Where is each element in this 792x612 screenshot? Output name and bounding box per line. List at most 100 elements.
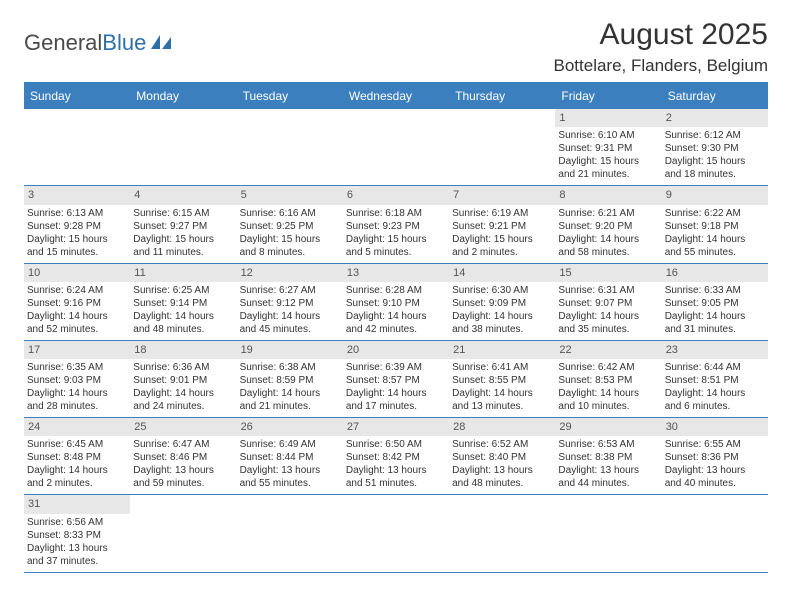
day-line: and 11 minutes.: [133, 246, 233, 259]
day-line: Daylight: 15 hours: [558, 155, 658, 168]
calendar: Sunday Monday Tuesday Wednesday Thursday…: [24, 82, 768, 573]
day-body: Sunrise: 6:13 AMSunset: 9:28 PMDaylight:…: [24, 205, 130, 263]
day-line: Daylight: 14 hours: [27, 387, 127, 400]
day-line: Sunset: 9:30 PM: [665, 142, 765, 155]
day-line: and 13 minutes.: [452, 400, 552, 413]
day-number: 18: [130, 341, 236, 359]
day-line: and 10 minutes.: [558, 400, 658, 413]
day-cell: 26Sunrise: 6:49 AMSunset: 8:44 PMDayligh…: [237, 418, 343, 494]
day-line: Daylight: 13 hours: [346, 464, 446, 477]
day-line: Sunrise: 6:12 AM: [665, 129, 765, 142]
day-body: Sunrise: 6:55 AMSunset: 8:36 PMDaylight:…: [662, 436, 768, 494]
day-line: and 15 minutes.: [27, 246, 127, 259]
day-number: 11: [130, 264, 236, 282]
day-line: Sunset: 8:44 PM: [240, 451, 340, 464]
day-line: Daylight: 15 hours: [665, 155, 765, 168]
day-line: Sunrise: 6:36 AM: [133, 361, 233, 374]
day-number: 21: [449, 341, 555, 359]
day-line: Sunset: 9:07 PM: [558, 297, 658, 310]
day-line: Daylight: 15 hours: [133, 233, 233, 246]
day-number: 5: [237, 186, 343, 204]
week-row: 31Sunrise: 6:56 AMSunset: 8:33 PMDayligh…: [24, 495, 768, 572]
day-cell: 6Sunrise: 6:18 AMSunset: 9:23 PMDaylight…: [343, 186, 449, 262]
day-body: Sunrise: 6:28 AMSunset: 9:10 PMDaylight:…: [343, 282, 449, 340]
day-number: 29: [555, 418, 661, 436]
day-line: Sunset: 8:57 PM: [346, 374, 446, 387]
day-number: 1: [555, 109, 661, 127]
day-line: Sunrise: 6:41 AM: [452, 361, 552, 374]
day-line: and 8 minutes.: [240, 246, 340, 259]
day-line: Sunset: 9:12 PM: [240, 297, 340, 310]
day-body: Sunrise: 6:36 AMSunset: 9:01 PMDaylight:…: [130, 359, 236, 417]
day-line: Sunrise: 6:24 AM: [27, 284, 127, 297]
day-number: 9: [662, 186, 768, 204]
day-body: Sunrise: 6:15 AMSunset: 9:27 PMDaylight:…: [130, 205, 236, 263]
day-number: 23: [662, 341, 768, 359]
day-body: Sunrise: 6:47 AMSunset: 8:46 PMDaylight:…: [130, 436, 236, 494]
day-body: Sunrise: 6:22 AMSunset: 9:18 PMDaylight:…: [662, 205, 768, 263]
week-row: 17Sunrise: 6:35 AMSunset: 9:03 PMDayligh…: [24, 341, 768, 418]
day-body: Sunrise: 6:24 AMSunset: 9:16 PMDaylight:…: [24, 282, 130, 340]
day-line: and 6 minutes.: [665, 400, 765, 413]
day-line: and 38 minutes.: [452, 323, 552, 336]
day-line: Daylight: 13 hours: [558, 464, 658, 477]
day-line: and 48 minutes.: [133, 323, 233, 336]
day-line: Sunrise: 6:19 AM: [452, 207, 552, 220]
day-line: and 40 minutes.: [665, 477, 765, 490]
day-line: Sunrise: 6:30 AM: [452, 284, 552, 297]
day-cell: 18Sunrise: 6:36 AMSunset: 9:01 PMDayligh…: [130, 341, 236, 417]
header: GeneralBlue August 2025 Bottelare, Fland…: [24, 18, 768, 76]
day-line: and 35 minutes.: [558, 323, 658, 336]
day-number: 22: [555, 341, 661, 359]
dow-sat: Saturday: [662, 84, 768, 109]
logo: GeneralBlue: [24, 30, 173, 56]
day-number: 10: [24, 264, 130, 282]
day-line: Sunset: 9:05 PM: [665, 297, 765, 310]
day-body: Sunrise: 6:38 AMSunset: 8:59 PMDaylight:…: [237, 359, 343, 417]
day-line: Sunset: 8:51 PM: [665, 374, 765, 387]
day-line: Daylight: 14 hours: [27, 310, 127, 323]
day-line: Sunrise: 6:45 AM: [27, 438, 127, 451]
day-body: Sunrise: 6:52 AMSunset: 8:40 PMDaylight:…: [449, 436, 555, 494]
day-line: Sunset: 8:59 PM: [240, 374, 340, 387]
day-number: 14: [449, 264, 555, 282]
day-line: and 58 minutes.: [558, 246, 658, 259]
day-cell: 13Sunrise: 6:28 AMSunset: 9:10 PMDayligh…: [343, 264, 449, 340]
day-line: Sunset: 9:01 PM: [133, 374, 233, 387]
day-cell: 15Sunrise: 6:31 AMSunset: 9:07 PMDayligh…: [555, 264, 661, 340]
day-line: and 21 minutes.: [240, 400, 340, 413]
day-line: Sunrise: 6:10 AM: [558, 129, 658, 142]
day-line: Sunset: 9:18 PM: [665, 220, 765, 233]
week-row: 3Sunrise: 6:13 AMSunset: 9:28 PMDaylight…: [24, 186, 768, 263]
empty-cell: [662, 495, 768, 571]
day-body: Sunrise: 6:30 AMSunset: 9:09 PMDaylight:…: [449, 282, 555, 340]
day-number: 12: [237, 264, 343, 282]
day-line: Daylight: 14 hours: [240, 387, 340, 400]
empty-cell: [449, 495, 555, 571]
empty-cell: [130, 109, 236, 185]
day-line: and 48 minutes.: [452, 477, 552, 490]
day-line: Sunrise: 6:52 AM: [452, 438, 552, 451]
day-number: 24: [24, 418, 130, 436]
day-line: Daylight: 13 hours: [27, 542, 127, 555]
day-line: Sunset: 9:27 PM: [133, 220, 233, 233]
day-line: Daylight: 14 hours: [558, 310, 658, 323]
day-body: Sunrise: 6:10 AMSunset: 9:31 PMDaylight:…: [555, 127, 661, 185]
day-cell: 19Sunrise: 6:38 AMSunset: 8:59 PMDayligh…: [237, 341, 343, 417]
day-body: Sunrise: 6:33 AMSunset: 9:05 PMDaylight:…: [662, 282, 768, 340]
day-cell: 16Sunrise: 6:33 AMSunset: 9:05 PMDayligh…: [662, 264, 768, 340]
day-line: Sunset: 9:09 PM: [452, 297, 552, 310]
dow-thu: Thursday: [449, 84, 555, 109]
day-cell: 28Sunrise: 6:52 AMSunset: 8:40 PMDayligh…: [449, 418, 555, 494]
day-body: Sunrise: 6:44 AMSunset: 8:51 PMDaylight:…: [662, 359, 768, 417]
day-body: Sunrise: 6:21 AMSunset: 9:20 PMDaylight:…: [555, 205, 661, 263]
dow-row: Sunday Monday Tuesday Wednesday Thursday…: [24, 84, 768, 109]
day-line: Sunrise: 6:18 AM: [346, 207, 446, 220]
day-line: and 59 minutes.: [133, 477, 233, 490]
day-body: Sunrise: 6:27 AMSunset: 9:12 PMDaylight:…: [237, 282, 343, 340]
day-body: Sunrise: 6:35 AMSunset: 9:03 PMDaylight:…: [24, 359, 130, 417]
day-line: Sunset: 9:10 PM: [346, 297, 446, 310]
day-line: Daylight: 15 hours: [346, 233, 446, 246]
weeks-container: 1Sunrise: 6:10 AMSunset: 9:31 PMDaylight…: [24, 109, 768, 573]
day-line: and 18 minutes.: [665, 168, 765, 181]
